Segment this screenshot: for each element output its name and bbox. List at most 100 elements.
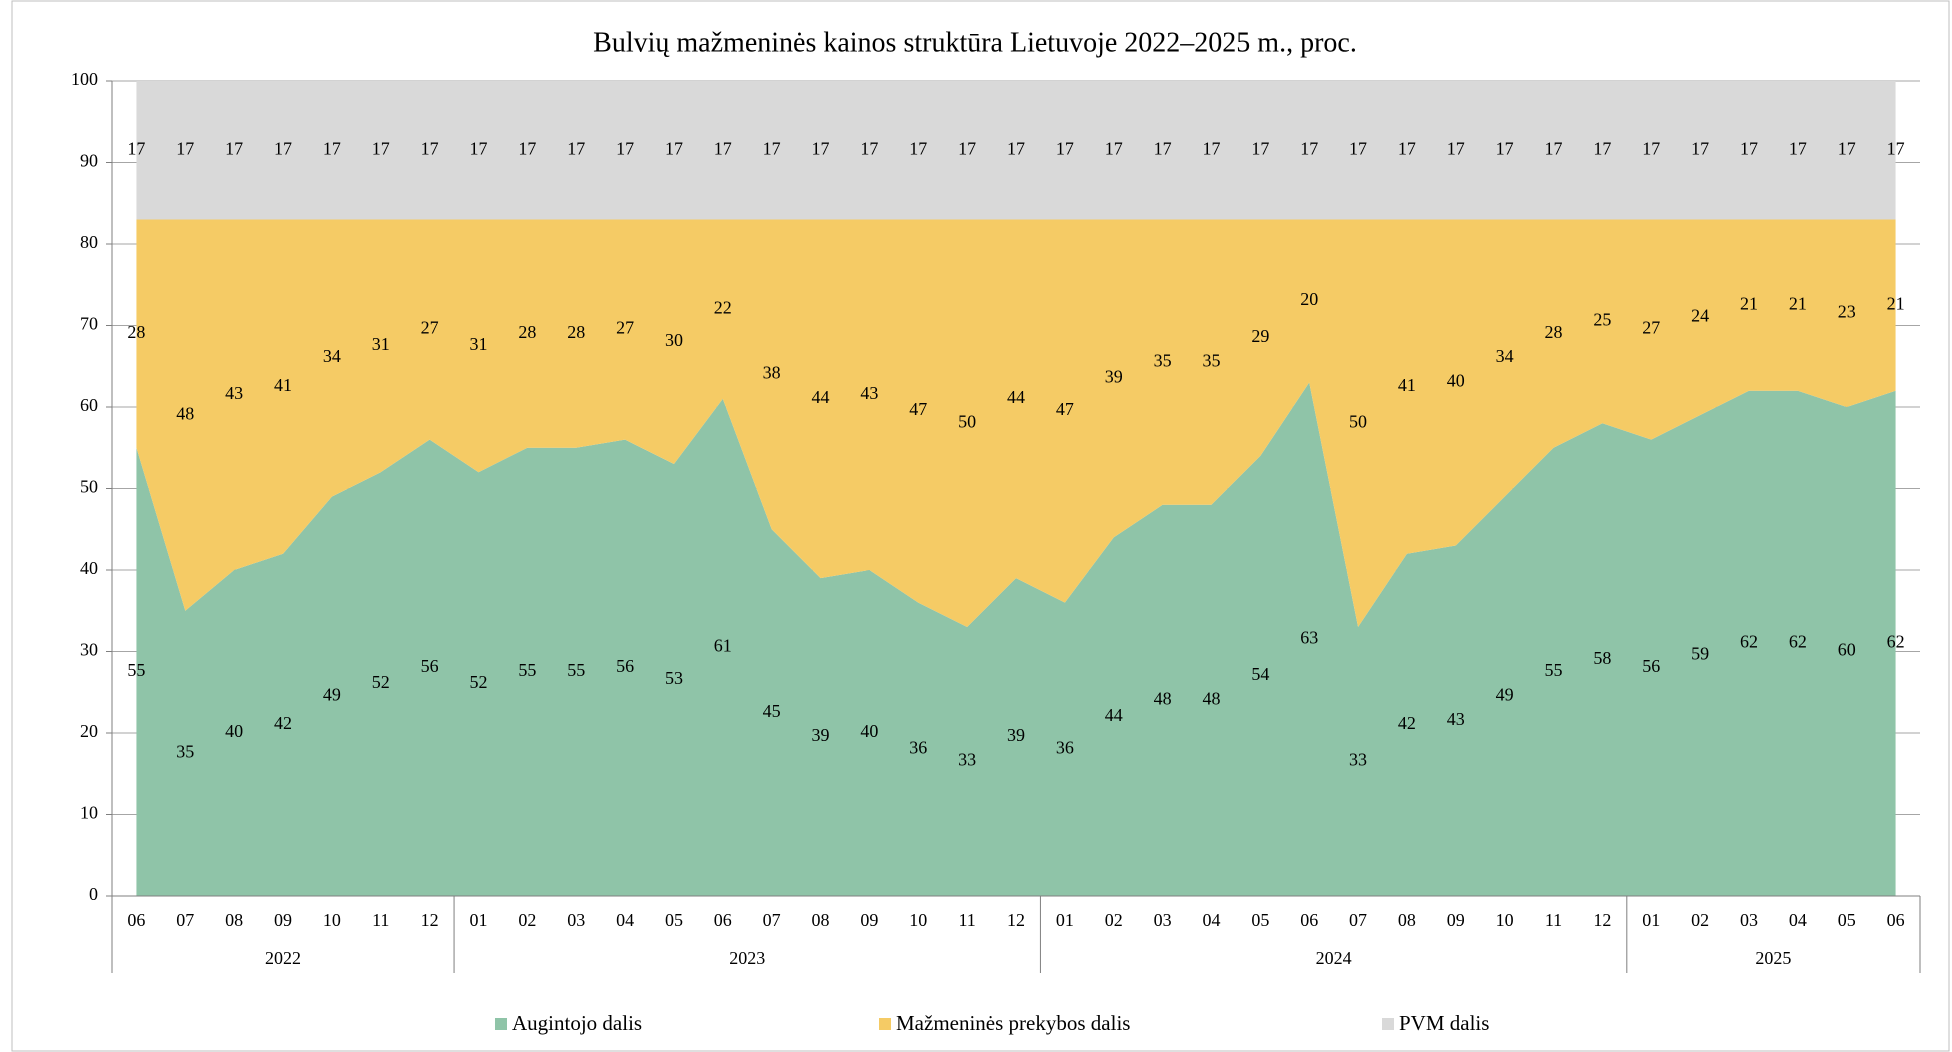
data-label: 52 bbox=[469, 672, 487, 692]
x-tick-label: 02 bbox=[1691, 910, 1709, 930]
y-tick-label: 50 bbox=[80, 477, 98, 497]
x-tick-label: 11 bbox=[1545, 910, 1562, 930]
data-label: 17 bbox=[1887, 138, 1905, 158]
data-label: 41 bbox=[274, 375, 292, 395]
data-label: 42 bbox=[274, 713, 292, 733]
x-tick-label: 08 bbox=[812, 910, 830, 930]
x-tick-label: 03 bbox=[1154, 910, 1172, 930]
y-tick-label: 60 bbox=[80, 395, 98, 415]
data-label: 17 bbox=[323, 138, 341, 158]
x-tick-label: 03 bbox=[567, 910, 585, 930]
data-label: 55 bbox=[567, 660, 585, 680]
data-label: 17 bbox=[860, 138, 878, 158]
data-label: 17 bbox=[1447, 138, 1465, 158]
x-tick-label: 09 bbox=[1447, 910, 1465, 930]
x-tick-label: 01 bbox=[1056, 910, 1074, 930]
data-label: 17 bbox=[1545, 138, 1563, 158]
data-label: 39 bbox=[1007, 725, 1025, 745]
data-label: 17 bbox=[1496, 138, 1514, 158]
x-tick-label: 09 bbox=[860, 910, 878, 930]
x-tick-label: 11 bbox=[958, 910, 975, 930]
data-label: 55 bbox=[127, 660, 145, 680]
data-label: 39 bbox=[812, 725, 830, 745]
data-label: 36 bbox=[909, 737, 927, 757]
data-label: 62 bbox=[1740, 631, 1758, 651]
x-tick-label: 11 bbox=[372, 910, 389, 930]
x-tick-label: 02 bbox=[518, 910, 536, 930]
data-label: 17 bbox=[469, 138, 487, 158]
data-label: 17 bbox=[958, 138, 976, 158]
data-label: 45 bbox=[763, 701, 781, 721]
data-label: 29 bbox=[1251, 326, 1269, 346]
data-label: 40 bbox=[860, 721, 878, 741]
data-label: 28 bbox=[127, 322, 145, 342]
data-label: 34 bbox=[323, 346, 341, 366]
year-label: 2025 bbox=[1755, 948, 1791, 968]
data-label: 39 bbox=[1105, 367, 1123, 387]
x-tick-label: 06 bbox=[127, 910, 145, 930]
data-label: 17 bbox=[274, 138, 292, 158]
data-label: 17 bbox=[1105, 138, 1123, 158]
data-label: 42 bbox=[1398, 713, 1416, 733]
data-label: 17 bbox=[1202, 138, 1220, 158]
data-label: 36 bbox=[1056, 737, 1074, 757]
data-label: 41 bbox=[1398, 375, 1416, 395]
data-label: 54 bbox=[1251, 664, 1269, 684]
x-tick-label: 05 bbox=[1838, 910, 1856, 930]
legend-label: Augintojo dalis bbox=[512, 1011, 642, 1035]
legend-label: PVM dalis bbox=[1399, 1011, 1489, 1035]
data-label: 27 bbox=[421, 318, 439, 338]
data-label: 17 bbox=[665, 138, 683, 158]
data-label: 33 bbox=[958, 750, 976, 770]
year-label: 2023 bbox=[729, 948, 765, 968]
data-label: 62 bbox=[1887, 631, 1905, 651]
x-tick-label: 03 bbox=[1740, 910, 1758, 930]
data-label: 17 bbox=[176, 138, 194, 158]
area bbox=[136, 81, 1896, 220]
data-label: 21 bbox=[1789, 293, 1807, 313]
data-label: 61 bbox=[714, 636, 732, 656]
data-label: 27 bbox=[616, 318, 634, 338]
data-label: 28 bbox=[567, 322, 585, 342]
x-tick-label: 05 bbox=[665, 910, 683, 930]
area bbox=[136, 382, 1896, 896]
x-tick-label: 06 bbox=[1887, 910, 1905, 930]
y-tick-label: 0 bbox=[89, 884, 98, 904]
data-label: 17 bbox=[1398, 138, 1416, 158]
year-label: 2022 bbox=[265, 948, 301, 968]
data-label: 35 bbox=[1202, 350, 1220, 370]
legend-swatch bbox=[495, 1018, 507, 1030]
y-tick-label: 100 bbox=[71, 69, 98, 89]
data-label: 17 bbox=[714, 138, 732, 158]
y-tick-label: 40 bbox=[80, 558, 98, 578]
data-label: 56 bbox=[616, 656, 634, 676]
legend-label: Mažmeninės prekybos dalis bbox=[896, 1011, 1130, 1035]
data-label: 31 bbox=[469, 334, 487, 354]
data-label: 25 bbox=[1593, 310, 1611, 330]
data-label: 17 bbox=[372, 138, 390, 158]
data-label: 17 bbox=[1251, 138, 1269, 158]
data-label: 28 bbox=[518, 322, 536, 342]
x-tick-label: 04 bbox=[1202, 910, 1220, 930]
y-tick-label: 20 bbox=[80, 721, 98, 741]
data-label: 52 bbox=[372, 672, 390, 692]
data-label: 44 bbox=[1007, 387, 1025, 407]
data-label: 34 bbox=[1496, 346, 1514, 366]
x-tick-label: 10 bbox=[1496, 910, 1514, 930]
x-tick-label: 08 bbox=[1398, 910, 1416, 930]
data-label: 47 bbox=[1056, 399, 1074, 419]
data-label: 59 bbox=[1691, 644, 1709, 664]
data-label: 17 bbox=[1056, 138, 1074, 158]
x-tick-label: 07 bbox=[763, 910, 781, 930]
data-label: 50 bbox=[1349, 411, 1367, 431]
data-label: 27 bbox=[1642, 318, 1660, 338]
data-label: 17 bbox=[1789, 138, 1807, 158]
data-label: 62 bbox=[1789, 631, 1807, 651]
x-tick-label: 04 bbox=[1789, 910, 1807, 930]
y-tick-label: 90 bbox=[80, 151, 98, 171]
year-label: 2024 bbox=[1316, 948, 1352, 968]
data-label: 21 bbox=[1740, 293, 1758, 313]
y-tick-label: 30 bbox=[80, 640, 98, 660]
data-label: 17 bbox=[1300, 138, 1318, 158]
